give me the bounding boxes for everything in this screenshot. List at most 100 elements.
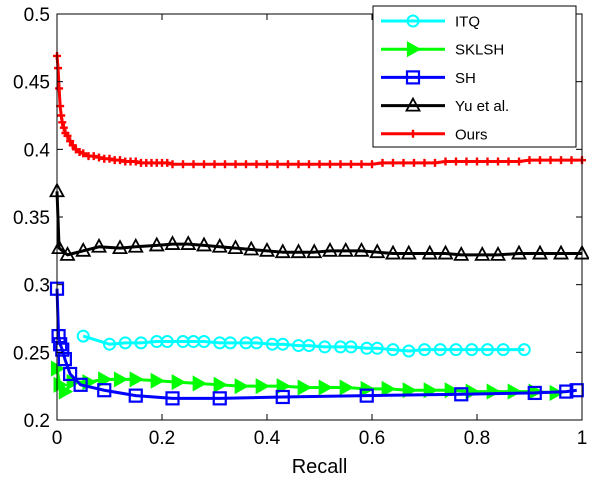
data-point-ours — [58, 118, 67, 127]
y-tick-label: 0.3 — [24, 276, 50, 297]
data-point-ours — [54, 64, 63, 73]
series-sh — [49, 281, 584, 406]
data-point-ours — [79, 149, 88, 158]
x-tick-label: 0.4 — [254, 428, 281, 449]
data-point-yu-et-al — [369, 243, 386, 259]
data-point-yu-et-al — [51, 239, 68, 255]
legend-entry-itq: ITQ — [381, 14, 480, 31]
data-point-ours — [315, 160, 324, 169]
data-point-ours — [399, 158, 408, 167]
data-point-yu-et-al — [75, 241, 92, 257]
data-point-ours — [336, 160, 345, 169]
data-point-ours — [116, 156, 124, 165]
data-point-yu-et-al — [437, 244, 454, 260]
data-point-sklsh — [58, 383, 74, 400]
data-point-itq — [418, 343, 431, 357]
data-point-yu-et-al — [59, 246, 76, 261]
data-point-itq — [370, 341, 384, 355]
data-point-yu-et-al — [421, 244, 438, 260]
data-point-ours — [210, 160, 219, 169]
data-point-ours — [536, 156, 544, 165]
data-point-ours — [462, 157, 471, 166]
data-point-sklsh — [129, 371, 144, 388]
data-point-ours — [557, 156, 565, 165]
data-point-yu-et-al — [164, 235, 181, 250]
data-point-ours — [131, 157, 140, 166]
data-point-sh — [527, 385, 542, 401]
data-point-ours — [515, 157, 523, 166]
data-point-ours — [95, 153, 103, 162]
data-point-yu-et-al — [180, 235, 197, 250]
data-point-ours — [294, 160, 303, 169]
data-point-itq — [318, 340, 332, 354]
data-point-itq — [496, 343, 510, 357]
data-point-ours — [242, 160, 250, 169]
data-point-ours — [378, 158, 387, 167]
data-point-ours — [326, 160, 334, 169]
data-point-sklsh — [213, 376, 228, 393]
data-point-ours — [89, 152, 98, 161]
data-point-sh — [569, 383, 584, 398]
data-point-ours — [284, 160, 292, 169]
data-point-yu-et-al — [552, 244, 570, 260]
data-point-sh — [128, 388, 143, 403]
data-point-yu-et-al — [195, 236, 213, 252]
series-yu-et-al — [49, 182, 589, 261]
data-point-sklsh — [113, 371, 129, 388]
data-point-yu-et-al — [148, 236, 165, 252]
data-point-ours — [452, 157, 460, 166]
data-point-ours — [231, 160, 240, 169]
legend-entry-sh: SH — [381, 70, 476, 87]
data-point-itq — [134, 336, 148, 350]
data-point-sklsh — [192, 375, 207, 392]
data-point-sklsh — [339, 379, 354, 396]
data-point-ours — [525, 156, 534, 165]
data-point-itq — [197, 335, 211, 349]
data-point-yu-et-al — [453, 246, 470, 261]
data-point-sklsh — [50, 360, 66, 377]
y-tick-label: 0.45 — [13, 73, 50, 94]
data-point-yu-et-al — [353, 241, 370, 257]
data-point-yu-et-al — [337, 241, 354, 257]
data-point-sklsh — [297, 379, 312, 396]
data-point-ours — [200, 160, 208, 169]
data-point-ours — [168, 160, 177, 169]
legend-marker-sklsh — [406, 41, 422, 58]
series-sklsh — [50, 360, 564, 401]
legend-label-ours: Ours — [455, 126, 488, 143]
data-point-ours — [273, 160, 282, 169]
data-point-yu-et-al — [258, 241, 276, 257]
data-point-itq — [517, 343, 531, 357]
y-tick-label: 0.25 — [13, 343, 50, 364]
data-point-itq — [118, 336, 132, 350]
data-point-itq — [76, 329, 90, 343]
data-point-ours — [55, 84, 64, 93]
data-point-yu-et-al — [321, 241, 339, 257]
x-tick-label: 0.2 — [149, 428, 175, 449]
data-point-ours — [347, 160, 355, 169]
data-point-itq — [465, 343, 479, 357]
data-point-itq — [433, 343, 447, 357]
data-point-yu-et-al — [290, 243, 307, 259]
y-tick-label: 0.2 — [24, 411, 50, 432]
data-point-ours — [441, 157, 450, 166]
data-point-itq — [344, 340, 358, 354]
data-point-yu-et-al — [127, 237, 144, 253]
y-tick-label: 0.4 — [24, 140, 51, 161]
data-point-ours — [163, 158, 172, 167]
data-point-ours — [305, 160, 313, 169]
data-point-itq — [449, 343, 463, 357]
data-point-ours — [179, 160, 187, 169]
data-point-ours — [66, 137, 75, 146]
data-point-yu-et-al — [211, 237, 228, 253]
data-point-sh — [359, 388, 374, 403]
y-tick-label: 0.5 — [24, 5, 50, 26]
series-line-sh — [55, 288, 577, 400]
data-point-itq — [302, 339, 316, 353]
data-point-ours — [263, 160, 271, 169]
legend-marker-yu-et-al — [404, 96, 422, 112]
legend-label-itq: ITQ — [455, 14, 480, 31]
data-point-sh — [165, 391, 180, 406]
data-point-sh — [275, 389, 290, 405]
